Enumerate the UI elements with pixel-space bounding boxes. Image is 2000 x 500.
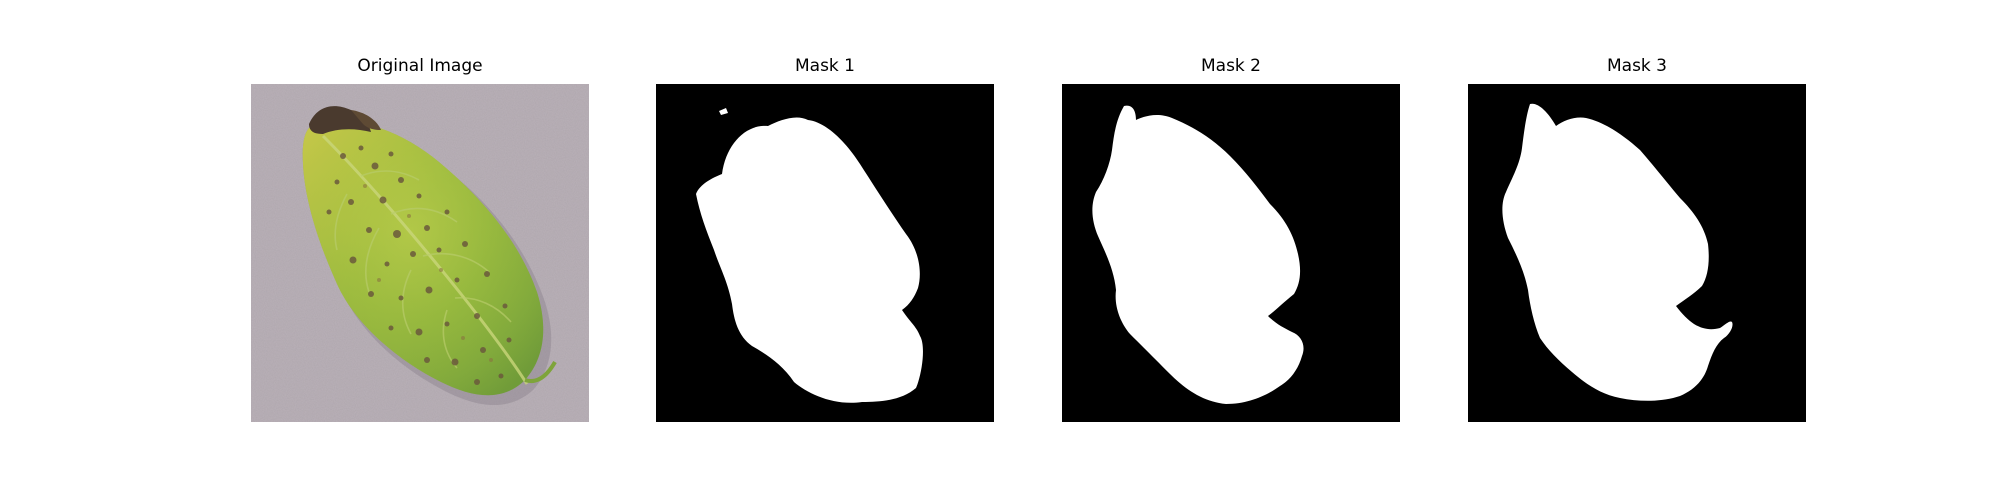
- mask-3-image: [1468, 84, 1806, 422]
- mask-1-image: [656, 84, 994, 422]
- original-leaf-image: [251, 84, 589, 422]
- mask-3-title: Mask 3: [1606, 56, 1667, 76]
- mask-2-image: [1062, 84, 1400, 422]
- mask-2-panel: Mask 2: [1062, 56, 1400, 422]
- mask-3-panel: Mask 3: [1468, 56, 1806, 422]
- original-image-panel: Original Image: [251, 56, 589, 422]
- original-image-title: Original Image: [357, 56, 483, 76]
- mask-2-title: Mask 2: [1200, 56, 1261, 76]
- mask-1-title: Mask 1: [794, 56, 855, 76]
- mask-1-panel: Mask 1: [656, 56, 994, 422]
